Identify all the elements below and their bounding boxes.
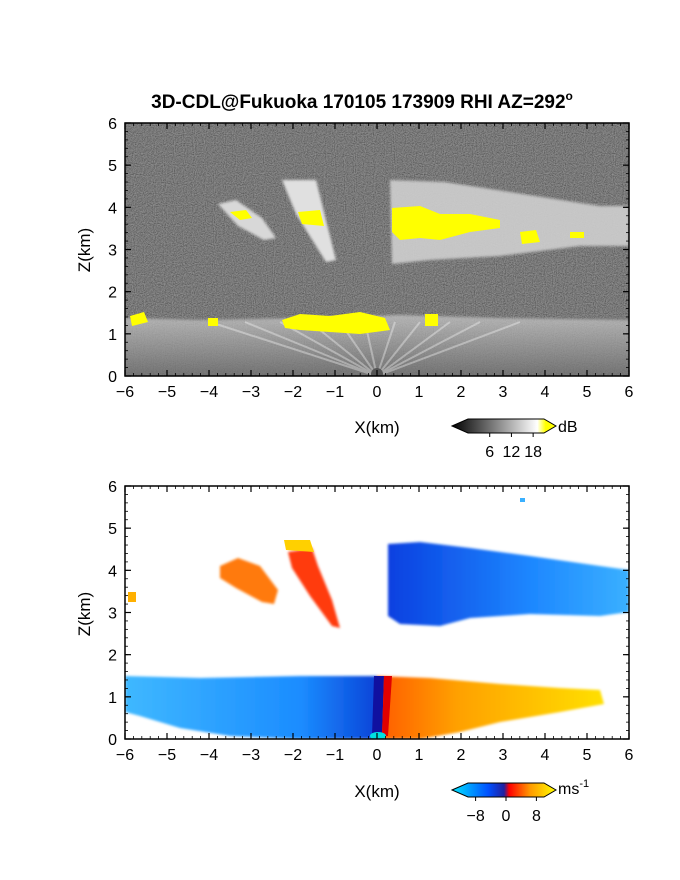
intensity-colorbar-tick-label: 12	[503, 444, 521, 461]
velocity-xtick-label: −3	[242, 747, 260, 764]
velocity-xtick-label: −4	[200, 747, 218, 764]
intensity-ylabel: Z(km)	[75, 228, 94, 272]
velocity-cloud-left	[220, 558, 278, 604]
intensity-xtick-label: −4	[200, 384, 218, 401]
velocity-cloud-right	[388, 542, 629, 626]
intensity-xtick-label: 3	[499, 384, 508, 401]
chart-title: 3D-CDL@Fukuoka 170105 173909 RHI AZ=292o	[151, 89, 573, 113]
velocity-ytick-label: 3	[108, 606, 117, 623]
intensity-colorbar: 6 12 18 dB	[450, 418, 578, 461]
velocity-ylabel: Z(km)	[75, 592, 94, 636]
intensity-ticks: −6 −5 −4 −3 −2 −1 0 1 2 3 4 5 6 0 1 2 3 4 5 6	[108, 116, 633, 401]
intensity-cloud-left	[218, 200, 276, 240]
velocity-colorbar: −8 0 8 ms-1	[450, 778, 589, 825]
intensity-xtick-label: 1	[415, 384, 424, 401]
intensity-xtick-label: −2	[284, 384, 302, 401]
intensity-xtick-label: −3	[242, 384, 260, 401]
velocity-xtick-label: −5	[158, 747, 176, 764]
velocity-colorbar-label: ms-1	[558, 778, 589, 798]
intensity-ytick-label: 6	[108, 116, 117, 133]
velocity-xtick-label: −6	[116, 747, 134, 764]
velocity-ytick-label: 6	[108, 479, 117, 496]
intensity-xtick-label: 0	[373, 384, 382, 401]
velocity-ticks: −6 −5 −4 −3 −2 −1 0 1 2 3 4 5 6 0 1 2 3 4 5 6	[108, 479, 633, 764]
intensity-xtick-label: 4	[541, 384, 550, 401]
intensity-ytick-label: 4	[108, 200, 117, 217]
velocity-ytick-label: 2	[108, 648, 117, 665]
intensity-ytick-label: 1	[108, 327, 117, 344]
intensity-xtick-label: −1	[326, 384, 344, 401]
intensity-ytick-label: 5	[108, 158, 117, 175]
intensity-xtick-label: 6	[625, 384, 634, 401]
intensity-strong-echo	[130, 206, 584, 334]
intensity-lowlevel-echo	[125, 315, 629, 376]
velocity-speck-left	[128, 592, 136, 602]
intensity-cloud-right	[390, 180, 629, 264]
velocity-colorbar-tick-label: 8	[532, 808, 541, 825]
intensity-ytick-label: 0	[108, 369, 117, 386]
velocity-cloud-center-top	[284, 540, 314, 552]
velocity-xtick-label: 1	[415, 747, 424, 764]
velocity-speck	[520, 498, 525, 502]
velocity-colorbar-tick-label: 0	[502, 808, 511, 825]
intensity-plot-area	[125, 123, 629, 376]
intensity-ytick-label: 2	[108, 285, 117, 302]
intensity-xtick-label: −6	[116, 384, 134, 401]
intensity-colorbar-label: dB	[558, 419, 578, 436]
velocity-zero-line-red	[382, 676, 392, 736]
intensity-colorbar-tick-label: 18	[524, 444, 542, 461]
velocity-panel: −6 −5 −4 −3 −2 −1 0 1 2 3 4 5 6 0 1 2 3 4 5 6 X(km) Z(km) −…	[75, 479, 634, 825]
intensity-ytick-label: 3	[108, 243, 117, 260]
velocity-xtick-label: −1	[326, 747, 344, 764]
velocity-ytick-label: 5	[108, 521, 117, 538]
velocity-xlabel: X(km)	[354, 782, 399, 801]
velocity-ytick-label: 0	[108, 732, 117, 749]
velocity-xtick-label: 2	[457, 747, 466, 764]
velocity-xtick-label: 0	[373, 747, 382, 764]
velocity-xtick-label: 6	[625, 747, 634, 764]
velocity-xtick-label: 5	[583, 747, 592, 764]
velocity-zero-line	[372, 676, 384, 736]
velocity-xtick-label: 3	[499, 747, 508, 764]
velocity-plot-area	[125, 486, 629, 739]
velocity-colorbar-tick-label: −8	[466, 808, 484, 825]
velocity-ytick-label: 4	[108, 563, 117, 580]
intensity-xlabel: X(km)	[354, 418, 399, 437]
intensity-xtick-label: 5	[583, 384, 592, 401]
velocity-lowlevel-receding	[377, 676, 604, 739]
intensity-xtick-label: 2	[457, 384, 466, 401]
intensity-xtick-label: −5	[158, 384, 176, 401]
velocity-radar-site	[370, 732, 386, 739]
velocity-ytick-label: 1	[108, 690, 117, 707]
velocity-cloud-center	[288, 548, 340, 628]
velocity-lowlevel-approaching	[125, 676, 377, 739]
velocity-xtick-label: 4	[541, 747, 550, 764]
velocity-xtick-label: −2	[284, 747, 302, 764]
intensity-colorbar-tick-label: 6	[485, 444, 494, 461]
